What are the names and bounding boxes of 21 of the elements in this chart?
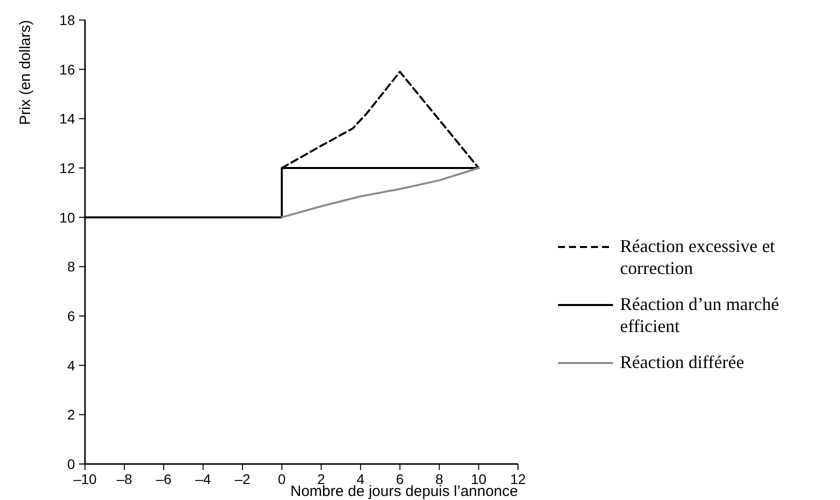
legend-label: Réaction différée [620,352,744,372]
legend-label: Réaction d’un marché efficient [620,294,779,336]
x-tick-label: –10 [73,471,97,487]
y-tick-label: 10 [59,209,76,226]
y-tick-label: 2 [67,406,76,423]
y-tick-label: 0 [67,456,76,472]
y-tick-label: 4 [67,357,76,374]
line-series [280,167,480,218]
x-tick-label: –6 [156,471,172,487]
legend-label: Réaction excessive et correction [620,236,775,278]
y-tick-label: 14 [59,110,76,127]
y-tick-label: 12 [59,160,76,176]
y-tick-label: 18 [59,12,76,28]
x-tick-label: 0 [278,471,286,487]
x-tick-label: –4 [195,471,212,487]
y-tick-label: 8 [67,258,76,275]
x-tick-label: –2 [234,471,250,487]
y-tick-label: 6 [67,308,76,324]
y-axis-title: Prix (en dollars) [17,20,34,126]
y-tick-label: 16 [59,61,76,78]
x-tick-label: –8 [116,471,132,487]
